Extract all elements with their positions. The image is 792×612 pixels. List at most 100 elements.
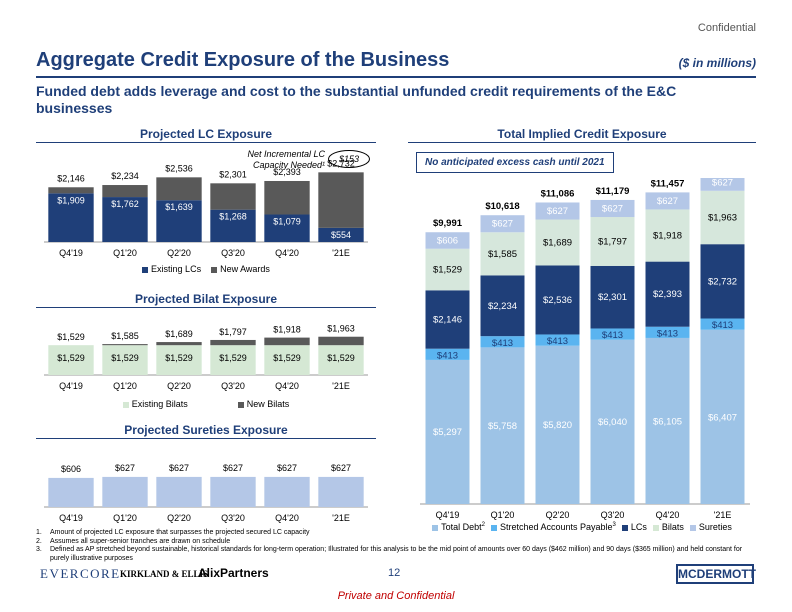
bar-segment-new-awards [318,172,364,228]
x-tick-label: Q4'19 [436,510,460,520]
x-tick-label: Q1'20 [491,510,515,520]
bar-segment-existing-lcs [264,214,310,242]
bilat-legend: Existing Bilats New Bilats [36,399,376,409]
bar-value-label: $1,762 [111,199,139,209]
bar-segment [480,275,525,337]
bar-total-label: $627 [169,463,189,473]
bar-segment [535,265,580,335]
page-subtitle: Funded debt adds leverage and cost to th… [36,83,677,116]
bar-segment [264,337,310,346]
bar-segment [480,232,525,276]
bar-value-label: $627 [547,206,568,217]
bar-segment [535,202,580,220]
bar-segment [210,345,256,375]
mcdermott-logo: MCDERMOTT [676,564,756,584]
bar-segment [590,217,635,266]
bar-value-label: $2,536 [543,295,572,306]
total-chart-title: Total Implied Credit Exposure [497,127,667,141]
bar-segment-existing-lcs [318,227,364,242]
bar-segment-sureties [264,476,310,507]
x-tick-label: Q2'20 [167,248,191,258]
bar-total-label: $10,618 [485,201,519,212]
bar-value-label: $1,529 [165,353,193,363]
bar-segment [156,345,202,375]
bar-segment [264,345,310,375]
bar-segment [102,345,148,375]
bar-segment [645,261,690,327]
sureties-chart-title: Projected Sureties Exposure [124,423,288,437]
bar-total-label: $1,797 [219,327,247,337]
bar-total-label: $606 [61,464,81,474]
bar-total-label: $627 [115,463,135,473]
x-tick-label: Q3'20 [221,513,245,523]
bar-segment [425,290,470,349]
bar-segment-new-awards [48,187,94,194]
page-number: 12 [388,567,401,579]
x-tick-label: '21E [332,248,350,258]
bar-segment [700,178,745,191]
legend-bilats: Bilats [652,522,684,532]
bar-total-label: $1,529 [57,332,85,342]
units-label: ($ in millions) [678,56,756,70]
bar-segment-sureties [156,476,202,507]
x-tick-label: Q3'20 [221,248,245,258]
lc-callout-value: $153 [328,150,370,168]
x-tick-label: '21E [332,513,350,523]
title-rule [36,76,756,78]
bar-value-label: $1,918 [653,231,682,242]
bar-label-chip [704,318,741,330]
bar-segment [590,339,635,504]
bar-value-label: $413 [657,328,678,339]
bar-segment [645,337,690,504]
x-tick-label: Q3'20 [221,381,245,391]
lc-title-rule [36,142,376,143]
bilat-chart-title: Projected Bilat Exposure [134,292,278,306]
bar-segment [156,342,202,346]
total-title-rule [408,142,756,143]
bar-value-label: $2,732 [708,276,737,287]
sureties-chart: $606 Q4'19 $627 Q1'20 $627 Q2'20 $627 Q3'20 $627… [44,463,368,523]
bar-label-chip [594,328,631,340]
bar-value-label: $1,585 [488,249,517,260]
legend-total-debt: Total Debt2 [432,522,485,532]
bar-segment [318,345,364,375]
bar-segment [425,232,470,249]
private-confidential-label: Private and Confidential [337,590,455,602]
bar-segment [590,265,635,329]
bar-value-label: $627 [602,203,623,214]
bar-value-label: $1,529 [327,353,355,363]
bar-segment [318,336,364,346]
footnote: 2. Assumes all super-senior tranches are … [36,537,231,545]
bar-total-label: $1,918 [273,325,301,335]
footnote: 3. Defined as AP stretched beyond sustain… [36,546,743,562]
legend-existing-lcs: Existing LCs [142,264,201,274]
bar-value-label: $1,529 [111,353,139,363]
bar-total-label: $2,536 [165,163,193,173]
bar-value-label: $554 [331,230,351,240]
bar-segment [700,244,745,319]
bar-label-chip [484,336,521,347]
bar-segment-new-awards [102,185,148,198]
bar-total-label: $1,585 [111,331,139,341]
x-tick-label: Q4'20 [275,248,299,258]
legend-new-bilats: New Bilats [237,399,289,409]
bar-total-label: $11,457 [651,178,685,189]
bar-total-label: $627 [277,463,297,473]
total-chart: $5,297 $413 $2,146 $1,529 $606 $9,991 Q4'19 $5,… [420,178,750,520]
bar-segment [535,345,580,504]
footnotes: 1. Amount of projected LC exposure that s… [36,529,756,563]
bar-value-label: $413 [712,320,733,331]
alixpartners-logo: AlixPartners [198,566,269,580]
bar-segment [425,359,470,504]
x-tick-label: Q4'19 [59,381,83,391]
kirkland-logo: KIRKLAND & ELLIS [120,569,209,579]
bar-segment-existing-lcs [102,197,148,242]
bar-total-label: $11,179 [596,186,630,197]
evercore-logo: EVERCORE [40,566,121,581]
x-tick-label: '21E [714,510,732,520]
total-legend: Total Debt2 Stretched Accounts Payable3 … [408,522,756,532]
legend-lcs: LCs [621,522,647,532]
bilat-title-rule [36,307,376,308]
bar-segment [700,329,745,504]
bar-segment-sureties [210,476,256,507]
